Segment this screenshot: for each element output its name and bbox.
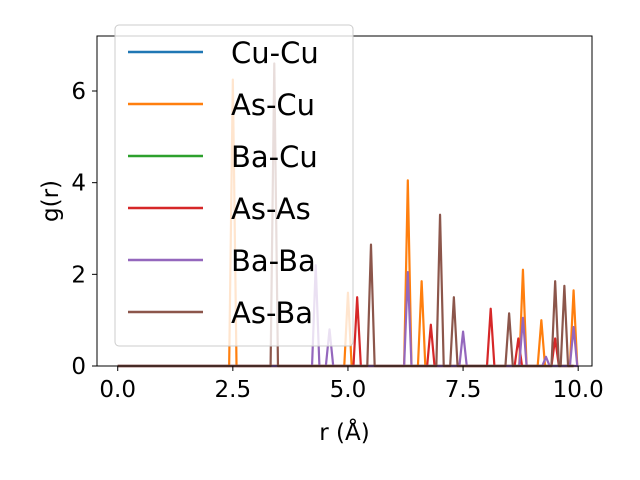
legend-label-as-as: As-As: [231, 192, 311, 226]
x-tick-label: 5.0: [330, 377, 367, 403]
legend-label-as-cu: As-Cu: [231, 88, 315, 122]
legend-label-ba-ba: Ba-Ba: [231, 244, 316, 278]
y-tick-label: 2: [71, 262, 86, 288]
y-tick-label: 4: [71, 171, 86, 197]
x-tick-label: 7.5: [445, 377, 482, 403]
legend-label-as-ba: As-Ba: [231, 296, 313, 330]
legend: Cu-Cu As-Cu Ba-Cu As-As Ba-Ba As-Ba: [114, 24, 354, 347]
x-axis-ticks: 0.0 2.5 5.0 7.5 10.0: [99, 366, 604, 403]
y-tick-label: 0: [71, 354, 86, 380]
y-tick-label: 6: [71, 79, 86, 105]
y-axis-ticks: 0 2 4 6: [71, 79, 97, 380]
legend-label-ba-cu: Ba-Cu: [231, 140, 318, 174]
x-tick-label: 2.5: [215, 377, 252, 403]
legend-label-cu-cu: Cu-Cu: [231, 36, 319, 70]
x-tick-label: 10.0: [553, 377, 604, 403]
x-axis-label: r (Å): [319, 418, 369, 446]
y-axis-label: g(r): [38, 180, 64, 222]
x-tick-label: 0.0: [99, 377, 136, 403]
